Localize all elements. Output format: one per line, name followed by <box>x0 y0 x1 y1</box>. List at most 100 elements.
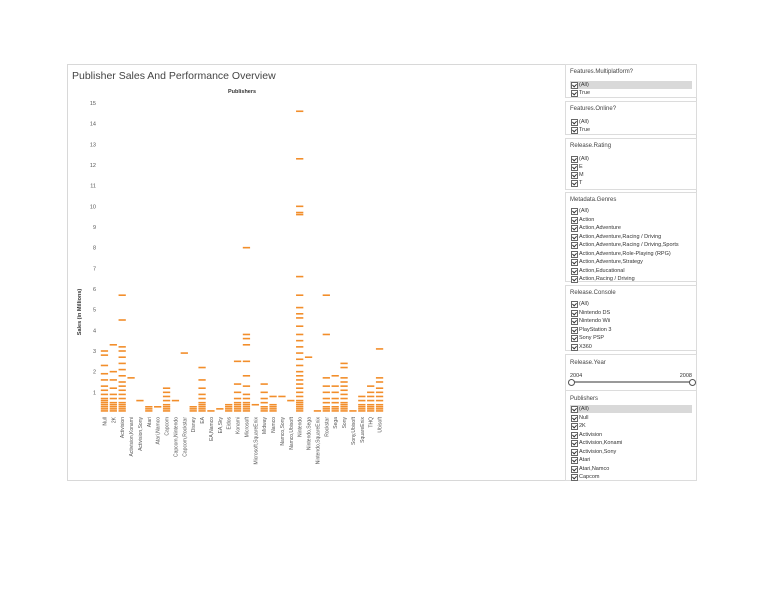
sales-mark[interactable] <box>375 395 384 398</box>
sales-mark[interactable] <box>198 401 206 404</box>
sales-mark[interactable] <box>118 393 126 396</box>
sales-mark[interactable] <box>287 399 295 402</box>
year-slider-max-handle[interactable] <box>689 379 696 386</box>
sales-mark[interactable] <box>162 399 171 402</box>
sales-mark[interactable] <box>367 395 375 398</box>
sales-mark[interactable] <box>358 395 366 398</box>
checkbox-icon[interactable] <box>571 431 578 439</box>
sales-mark[interactable] <box>207 410 215 412</box>
sales-mark[interactable] <box>198 366 206 369</box>
sales-mark[interactable] <box>296 306 304 309</box>
sales-mark[interactable] <box>118 381 126 383</box>
checkbox-icon[interactable] <box>571 343 578 351</box>
sales-mark[interactable] <box>118 389 126 392</box>
sales-mark[interactable] <box>375 399 384 402</box>
sales-mark[interactable] <box>189 410 197 412</box>
sales-mark[interactable] <box>296 213 304 216</box>
sales-mark[interactable] <box>242 337 251 340</box>
checkbox-icon[interactable] <box>571 267 578 275</box>
sales-mark[interactable] <box>242 403 251 406</box>
sales-mark[interactable] <box>109 387 117 389</box>
filter-option[interactable]: Null <box>570 414 692 422</box>
filter-option[interactable]: 2K <box>570 422 692 430</box>
sales-mark[interactable] <box>296 387 304 389</box>
sales-mark[interactable] <box>375 406 384 408</box>
sales-mark[interactable] <box>242 344 251 346</box>
filter-option[interactable]: Action,Racing / Driving <box>570 275 692 283</box>
sales-mark[interactable] <box>269 395 277 398</box>
sales-mark[interactable] <box>162 410 171 412</box>
checkbox-icon[interactable] <box>571 216 578 224</box>
sales-mark[interactable] <box>198 379 206 381</box>
sales-mark[interactable] <box>331 397 339 400</box>
filter-option[interactable]: True <box>570 126 692 134</box>
sales-mark[interactable] <box>367 391 375 394</box>
sales-mark[interactable] <box>118 294 126 296</box>
sales-mark[interactable] <box>100 410 109 412</box>
sales-mark[interactable] <box>260 391 268 394</box>
filter-option[interactable]: Sony PSP <box>570 334 692 342</box>
sales-mark[interactable] <box>233 406 242 408</box>
sales-mark[interactable] <box>367 399 375 402</box>
sales-mark[interactable] <box>109 403 117 406</box>
sales-mark[interactable] <box>233 403 242 406</box>
sales-mark[interactable] <box>109 393 117 396</box>
sales-mark[interactable] <box>340 406 348 408</box>
filter-option[interactable]: (All) <box>570 300 692 308</box>
sales-mark[interactable] <box>233 401 242 404</box>
sales-mark[interactable] <box>331 385 339 387</box>
sales-mark[interactable] <box>331 408 339 410</box>
sales-mark[interactable] <box>118 368 126 371</box>
sales-mark[interactable] <box>340 385 348 387</box>
sales-mark[interactable] <box>118 362 126 365</box>
sales-mark[interactable] <box>375 408 384 410</box>
checkbox-icon[interactable] <box>571 406 578 413</box>
sales-mark[interactable] <box>225 403 233 406</box>
sales-mark[interactable] <box>322 401 330 404</box>
sales-mark[interactable] <box>242 246 251 249</box>
checkbox-icon[interactable] <box>571 423 578 430</box>
sales-mark[interactable] <box>198 393 206 396</box>
checkbox-icon[interactable] <box>571 208 578 215</box>
sales-mark[interactable] <box>198 406 206 408</box>
sales-mark[interactable] <box>118 397 126 400</box>
sales-mark[interactable] <box>375 403 384 406</box>
sales-mark[interactable] <box>100 364 109 367</box>
checkbox-icon[interactable] <box>571 225 578 232</box>
sales-mark[interactable] <box>340 408 348 410</box>
sales-mark[interactable] <box>109 379 117 381</box>
sales-mark[interactable] <box>296 275 304 278</box>
sales-mark[interactable] <box>198 397 206 400</box>
sales-mark[interactable] <box>340 377 348 379</box>
filter-option[interactable]: X360 <box>570 343 692 351</box>
sales-mark[interactable] <box>296 110 304 113</box>
sales-mark[interactable] <box>296 395 304 398</box>
sales-mark[interactable] <box>269 410 277 412</box>
sales-mark[interactable] <box>118 346 126 348</box>
sales-mark[interactable] <box>154 406 162 408</box>
sales-mark[interactable] <box>358 406 366 408</box>
checkbox-icon[interactable] <box>571 90 578 97</box>
sales-mark[interactable] <box>100 354 109 356</box>
sales-mark[interactable] <box>100 397 109 400</box>
sales-mark[interactable] <box>340 362 348 365</box>
sales-mark[interactable] <box>100 379 109 381</box>
filter-option[interactable]: PlayStation 3 <box>570 326 692 334</box>
sales-mark[interactable] <box>296 211 304 214</box>
sales-mark[interactable] <box>100 399 109 402</box>
sales-mark[interactable] <box>242 410 251 412</box>
sales-mark[interactable] <box>198 403 206 406</box>
sales-mark[interactable] <box>109 344 117 346</box>
sales-mark[interactable] <box>349 410 357 412</box>
sales-mark[interactable] <box>322 377 330 379</box>
sales-mark[interactable] <box>260 397 268 400</box>
sales-mark[interactable] <box>331 391 339 394</box>
sales-mark[interactable] <box>198 387 206 389</box>
sales-mark[interactable] <box>118 401 126 404</box>
sales-mark[interactable] <box>322 385 330 387</box>
sales-mark[interactable] <box>242 393 251 396</box>
sales-mark[interactable] <box>162 387 171 389</box>
sales-mark[interactable] <box>100 401 109 404</box>
sales-mark[interactable] <box>340 410 348 412</box>
filter-option[interactable]: Action,Educational <box>570 267 692 275</box>
